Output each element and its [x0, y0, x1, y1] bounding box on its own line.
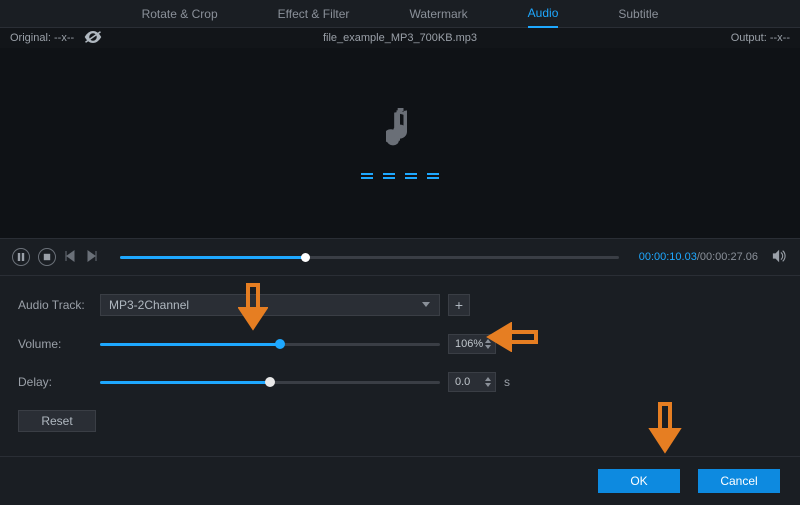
- delay-value-input[interactable]: 0.0: [448, 372, 496, 392]
- audio-track-select[interactable]: MP3-2Channel: [100, 294, 440, 316]
- volume-label: Volume:: [18, 337, 92, 351]
- volume-value-input[interactable]: 106%: [448, 334, 496, 354]
- tab-audio[interactable]: Audio: [528, 0, 559, 28]
- preview-area: [0, 48, 800, 238]
- volume-icon[interactable]: [772, 249, 788, 266]
- info-bar: Original: --x-- file_example_MP3_700KB.m…: [0, 28, 800, 48]
- current-time: 00:00:10.03: [639, 251, 697, 263]
- delay-slider[interactable]: [100, 381, 440, 384]
- volume-step-up[interactable]: [485, 339, 491, 343]
- tab-rotate-crop[interactable]: Rotate & Crop: [142, 1, 218, 27]
- stop-button[interactable]: [38, 248, 56, 266]
- chevron-down-icon: [421, 298, 431, 312]
- music-note-icon: [386, 108, 414, 153]
- equalizer-icon: [361, 173, 439, 179]
- preview-toggle-icon[interactable]: [84, 30, 102, 47]
- delay-unit: s: [504, 375, 510, 389]
- reset-button[interactable]: Reset: [18, 410, 96, 432]
- delay-step-down[interactable]: [485, 383, 491, 387]
- time-display: 00:00:10.03/00:00:27.06: [639, 251, 758, 263]
- tab-effect-filter[interactable]: Effect & Filter: [278, 1, 350, 27]
- audio-track-label: Audio Track:: [18, 298, 92, 312]
- ok-button[interactable]: OK: [598, 469, 680, 493]
- volume-slider[interactable]: [100, 343, 440, 346]
- cancel-button[interactable]: Cancel: [698, 469, 780, 493]
- tab-subtitle[interactable]: Subtitle: [618, 1, 658, 27]
- total-time: /00:00:27.06: [697, 251, 758, 263]
- prev-button[interactable]: [64, 250, 78, 264]
- audio-track-value: MP3-2Channel: [109, 298, 189, 312]
- volume-step-down[interactable]: [485, 345, 491, 349]
- divider: [0, 456, 800, 457]
- delay-label: Delay:: [18, 375, 92, 389]
- add-track-button[interactable]: +: [448, 294, 470, 316]
- tab-bar: Rotate & Crop Effect & Filter Watermark …: [0, 0, 800, 28]
- output-dimensions: Output: --x--: [731, 32, 790, 44]
- filename-label: file_example_MP3_700KB.mp3: [323, 32, 477, 44]
- delay-step-up[interactable]: [485, 377, 491, 381]
- progress-slider[interactable]: [120, 256, 619, 259]
- tab-watermark[interactable]: Watermark: [409, 1, 467, 27]
- next-button[interactable]: [86, 250, 100, 264]
- audio-settings: Audio Track: MP3-2Channel + Volume: 106%…: [0, 276, 800, 432]
- player-bar: 00:00:10.03/00:00:27.06: [0, 238, 800, 276]
- pause-button[interactable]: [12, 248, 30, 266]
- original-dimensions: Original: --x--: [10, 32, 74, 44]
